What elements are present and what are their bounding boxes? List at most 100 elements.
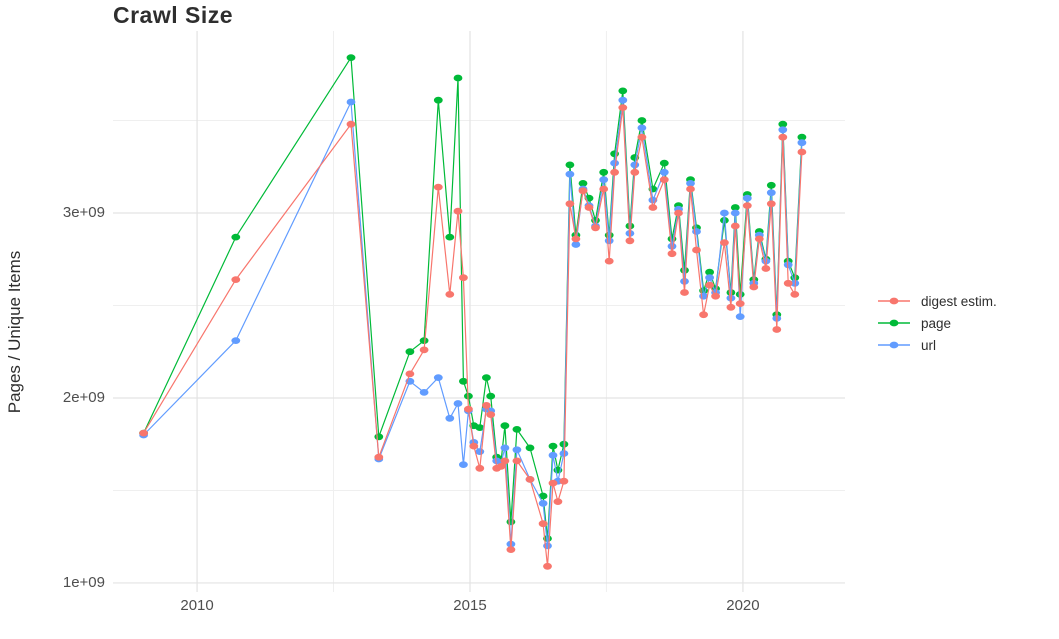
data-point-digest_estim — [610, 168, 619, 176]
data-point-url — [705, 274, 714, 282]
legend-label-url: url — [921, 337, 937, 353]
data-point-digest_estim — [482, 402, 491, 409]
data-point-digest_estim — [648, 204, 658, 211]
series-digest_estim-line — [143, 106, 803, 567]
data-point-page — [475, 424, 485, 431]
data-point-page — [445, 233, 455, 241]
data-point-url — [692, 228, 701, 235]
data-point-digest_estim — [749, 283, 759, 291]
data-point-digest_estim — [548, 479, 558, 487]
data-point-digest_estim — [512, 457, 522, 465]
data-point-digest_estim — [486, 411, 496, 418]
data-point-digest_estim — [735, 300, 745, 307]
data-point-page — [231, 233, 241, 241]
data-point-digest_estim — [538, 520, 548, 528]
data-point-digest_estim — [453, 207, 463, 215]
data-point-page — [778, 120, 788, 128]
data-point-page — [766, 181, 776, 189]
data-point-url — [565, 170, 575, 178]
legend: digest estim. page url — [877, 290, 997, 356]
data-point-digest_estim — [553, 498, 563, 505]
data-point-page — [599, 168, 609, 176]
data-point-url — [599, 176, 609, 184]
data-point-page — [525, 444, 535, 452]
data-point-digest_estim — [475, 464, 485, 472]
data-point-digest_estim — [419, 346, 429, 354]
data-point-url — [548, 451, 558, 459]
data-point-url — [512, 446, 522, 454]
data-point-page — [419, 337, 429, 344]
data-point-digest_estim — [405, 370, 415, 378]
data-point-digest_estim — [783, 279, 793, 287]
data-point-digest_estim — [618, 104, 628, 111]
data-point-page — [374, 433, 384, 441]
data-point-url — [783, 261, 793, 269]
data-point-url — [231, 337, 241, 344]
data-point-digest_estim — [705, 281, 714, 289]
data-point-page — [433, 96, 443, 104]
data-point-url — [610, 159, 619, 167]
data-point-digest_estim — [699, 311, 708, 319]
data-point-digest_estim — [659, 176, 669, 184]
data-point-digest_estim — [459, 274, 468, 282]
series-url — [139, 96, 807, 550]
data-point-url — [500, 444, 510, 452]
data-point-url — [766, 189, 776, 197]
data-point-page — [578, 180, 588, 187]
data-point-digest_estim — [625, 237, 635, 245]
data-point-page — [565, 161, 575, 169]
data-point-digest_estim — [571, 235, 581, 243]
data-point-url — [433, 374, 443, 381]
data-point-digest_estim — [346, 120, 356, 128]
data-point-url — [618, 96, 628, 104]
y-tick-label: 2e+09 — [62, 388, 105, 406]
data-point-digest_estim — [711, 292, 720, 300]
data-point-page — [618, 87, 628, 95]
data-point-page — [548, 442, 558, 450]
data-point-digest_estim — [720, 239, 729, 247]
data-point-digest_estim — [464, 405, 473, 413]
legend-item-digest-estim: digest estim. — [877, 290, 997, 312]
data-point-url — [419, 389, 429, 396]
data-point-digest_estim — [761, 265, 771, 272]
legend-label-digest-estim: digest estim. — [921, 293, 997, 309]
data-point-url — [459, 461, 468, 468]
data-point-digest_estim — [772, 326, 782, 333]
data-point-page — [730, 204, 740, 211]
data-point-url — [730, 209, 740, 217]
data-point-url — [778, 126, 788, 134]
data-point-digest_estim — [604, 257, 614, 265]
data-point-digest_estim — [754, 235, 764, 243]
legend-item-url: url — [877, 334, 997, 356]
data-point-digest_estim — [667, 250, 677, 258]
data-point-digest_estim — [692, 246, 701, 254]
series-url-line — [143, 99, 803, 547]
data-point-digest_estim — [231, 276, 241, 283]
data-point-url — [659, 168, 669, 176]
data-point-page — [512, 426, 522, 433]
data-point-digest_estim — [778, 133, 788, 141]
data-point-digest_estim — [790, 291, 800, 298]
data-point-page — [346, 54, 356, 61]
series-page-line — [143, 56, 803, 540]
data-point-page — [459, 377, 468, 385]
data-point-url — [445, 414, 455, 422]
data-point-digest_estim — [730, 222, 740, 230]
data-point-digest_estim — [543, 562, 552, 570]
data-point-digest_estim — [469, 442, 479, 450]
data-point-digest_estim — [525, 476, 535, 483]
data-point-digest_estim — [445, 291, 455, 298]
data-point-digest_estim — [766, 200, 776, 208]
data-point-digest_estim — [630, 168, 640, 176]
data-point-page — [482, 374, 491, 381]
data-point-url — [637, 124, 647, 132]
data-point-digest_estim — [637, 133, 647, 141]
series-digest_estim — [139, 104, 807, 570]
data-point-url — [686, 180, 695, 187]
data-point-page — [705, 268, 714, 276]
grid-minor — [113, 31, 845, 592]
data-point-page — [538, 492, 548, 500]
data-point-url — [346, 98, 356, 106]
grid-major — [113, 31, 845, 592]
